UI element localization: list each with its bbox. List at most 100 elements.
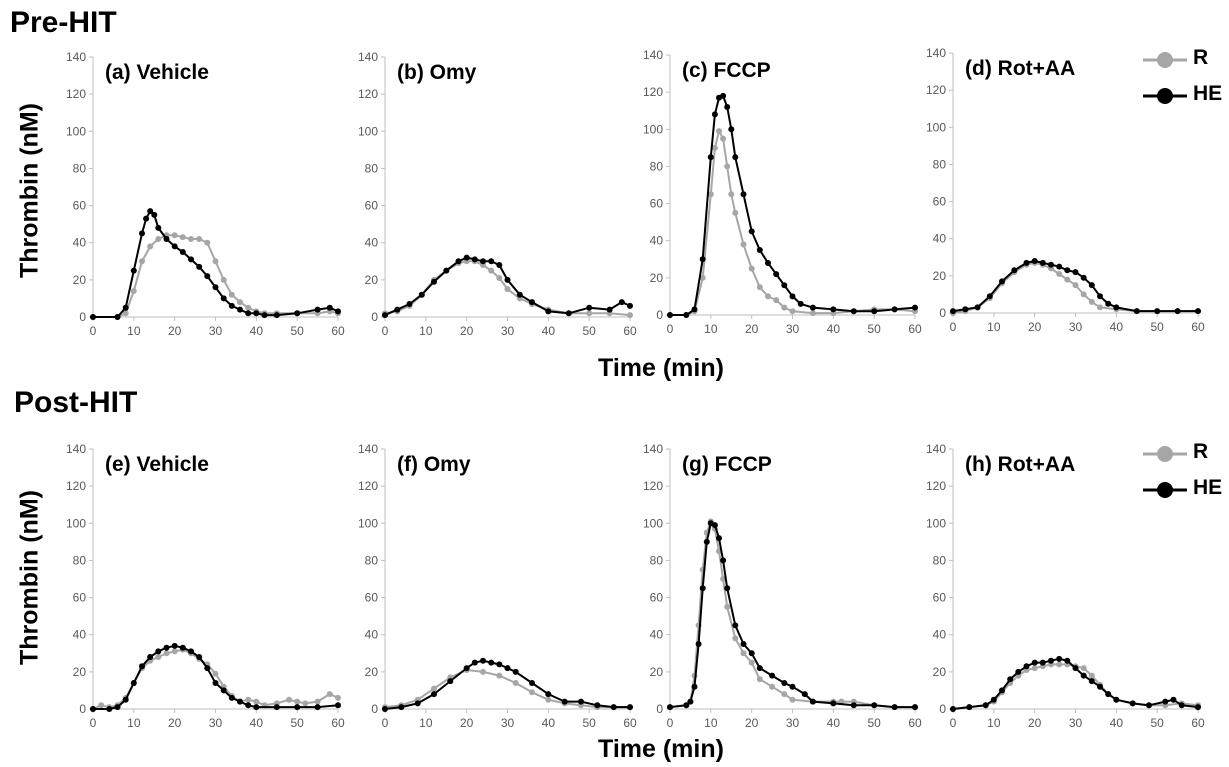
data-point-he [1048, 261, 1054, 268]
data-point-he [431, 278, 437, 285]
data-point-r [171, 648, 178, 655]
y-tick-label: 20 [73, 665, 87, 679]
data-point-he [196, 263, 203, 270]
data-point-he [480, 657, 486, 664]
y-tick-label: 140 [643, 48, 663, 62]
data-point-he [204, 665, 211, 672]
data-point-he [724, 104, 731, 110]
data-point-he [1105, 300, 1112, 307]
x-tick-label: 10 [419, 716, 433, 730]
y-tick-label: 80 [73, 553, 87, 567]
data-point-he [728, 126, 735, 133]
panel-title-a: (a) Vehicle [105, 61, 209, 84]
y-tick-label: 60 [933, 591, 947, 605]
data-point-he [999, 278, 1005, 285]
data-point-r [740, 650, 747, 657]
data-point-he [1023, 663, 1030, 670]
y-tick-label: 100 [66, 516, 86, 530]
x-tick-label: 50 [290, 716, 304, 730]
y-tick-label: 60 [650, 197, 664, 211]
data-point-r [724, 163, 731, 170]
data-point-he [1162, 698, 1169, 705]
data-point-he [732, 154, 739, 161]
data-point-r [720, 576, 727, 582]
data-point-he [1088, 282, 1095, 289]
data-point-he [188, 256, 194, 263]
y-tick-label: 140 [66, 50, 86, 64]
data-point-r [1056, 661, 1063, 668]
data-point-he [1056, 263, 1063, 270]
data-point-he [1146, 702, 1152, 709]
data-point-he [237, 698, 243, 705]
data-point-he [586, 304, 593, 311]
data-point-he [220, 295, 227, 302]
data-point-r [781, 691, 788, 698]
data-point-he [990, 696, 997, 703]
y-tick-label: 80 [650, 159, 664, 173]
data-point-he [151, 211, 158, 218]
chart-panel-b: 0 20 40 60 80 100 120 140 0 10 20 30 40 50 60 (b) Omy [358, 50, 637, 338]
data-point-he [496, 661, 503, 668]
y-tick-label: 140 [358, 50, 378, 64]
y-tick-label: 60 [933, 195, 947, 209]
y-tick-label: 20 [365, 665, 379, 679]
x-tick-label: 60 [908, 322, 922, 336]
x-tick-label: 10 [987, 320, 1001, 334]
y-tick-label: 80 [933, 157, 947, 171]
data-point-r [188, 236, 194, 242]
y-tick-label: 40 [365, 628, 379, 642]
y-tick-label: 20 [73, 273, 87, 287]
x-tick-label: 40 [542, 324, 556, 338]
x-tick-label: 50 [867, 716, 881, 730]
data-point-r [789, 696, 796, 703]
x-tick-label: 60 [623, 324, 637, 338]
data-point-r [1072, 282, 1079, 289]
y-tick-label: 60 [73, 591, 87, 605]
y-tick-label: 140 [66, 442, 86, 456]
data-point-he [699, 256, 706, 263]
y-tick-label: 40 [933, 232, 947, 246]
data-point-he [90, 314, 96, 320]
data-point-he [228, 302, 235, 309]
data-point-he [220, 687, 227, 694]
x-tick-label: 40 [542, 716, 556, 730]
data-point-r [163, 650, 170, 657]
data-point-r [122, 310, 129, 317]
x-tick-label: 50 [290, 324, 304, 338]
data-point-he [273, 704, 280, 711]
y-tick-label: 60 [650, 591, 664, 605]
data-point-he [394, 306, 401, 313]
data-point-he [516, 291, 523, 298]
x-tick-label: 30 [501, 324, 515, 338]
y-tick-label: 100 [358, 516, 378, 530]
x-tick-label: 30 [786, 322, 800, 336]
data-point-r [789, 308, 796, 315]
data-point-he [610, 704, 617, 711]
x-tick-label: 10 [419, 324, 433, 338]
y-tick-label: 80 [365, 161, 379, 175]
data-point-he [504, 276, 511, 283]
data-point-he [196, 654, 203, 660]
data-point-he [529, 299, 535, 306]
data-point-he [1154, 308, 1161, 315]
data-point-he [1072, 665, 1079, 672]
data-point-he [155, 648, 162, 655]
data-point-r [147, 243, 154, 250]
x-tick-label: 0 [382, 716, 389, 730]
y-tick-label: 100 [926, 120, 946, 134]
data-point-he [618, 299, 625, 306]
data-point-r [488, 267, 495, 274]
data-point-r [496, 275, 503, 281]
y-tick-label: 40 [650, 234, 664, 248]
y-tick-label: 120 [926, 83, 946, 97]
data-point-he [950, 308, 956, 315]
panel-title-f: (f) Omy [397, 453, 471, 476]
data-point-he [1195, 308, 1201, 315]
data-point-he [912, 704, 918, 711]
data-point-he [1080, 672, 1087, 679]
y-tick-label: 20 [650, 665, 664, 679]
x-tick-label: 60 [331, 324, 345, 338]
data-point-he [406, 301, 413, 307]
data-point-he [1039, 659, 1046, 666]
y-tick-label: 100 [643, 122, 663, 136]
